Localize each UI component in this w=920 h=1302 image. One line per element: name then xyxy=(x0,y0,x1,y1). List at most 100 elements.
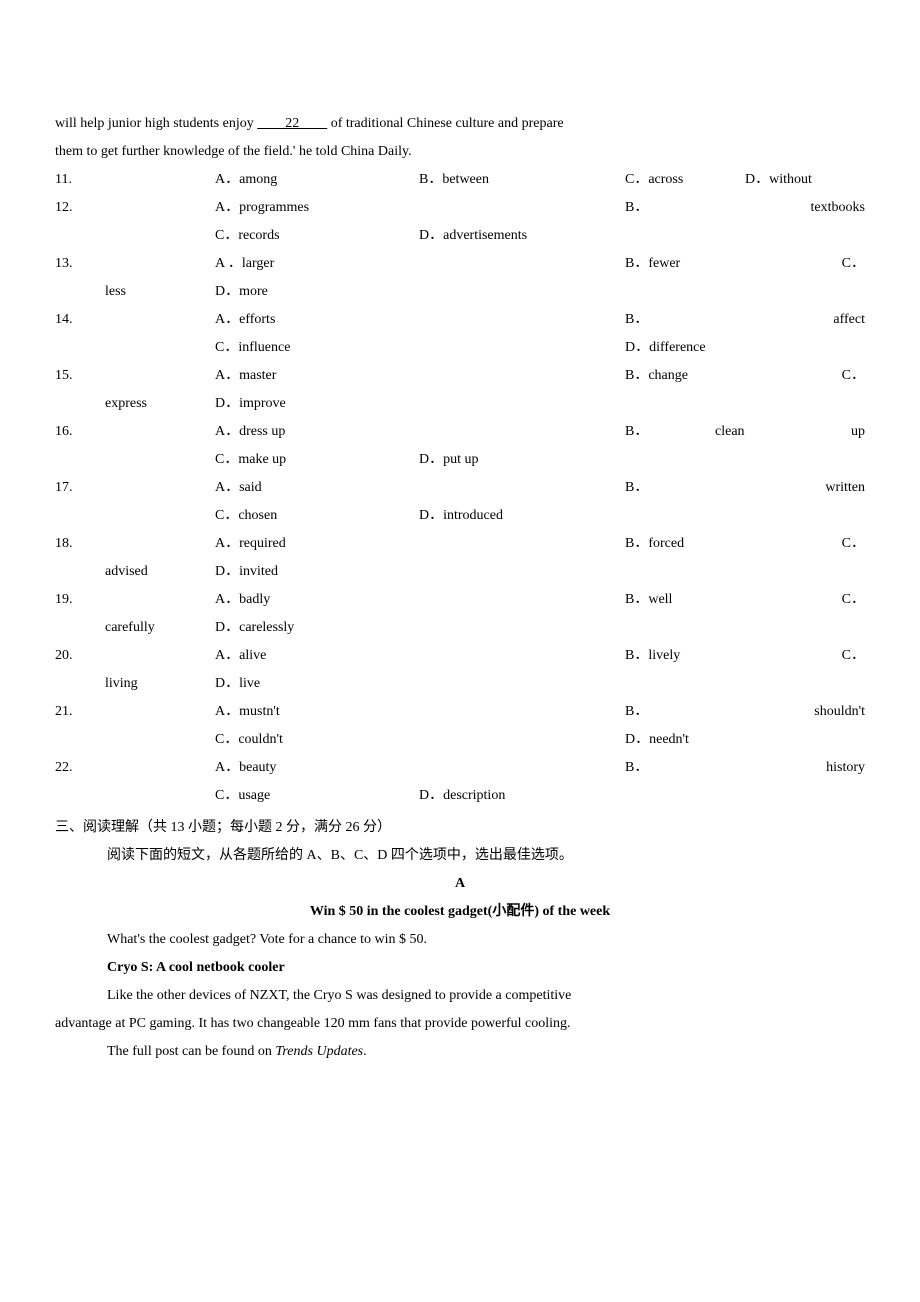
answer-option: D．description xyxy=(419,782,619,810)
question-row: 20.A．aliveB．livelyC． xyxy=(55,642,865,670)
answer-option: D．difference xyxy=(625,334,706,362)
answer-option: B． xyxy=(625,306,648,334)
intro-line2: them to get further knowledge of the fie… xyxy=(55,138,865,166)
answer-option: C．make up xyxy=(215,446,415,474)
answer-option: A．efforts xyxy=(215,306,415,334)
question-row: 14.A．efforts B． affect xyxy=(55,306,865,334)
question-number: 19. xyxy=(55,586,215,614)
answer-option: C．influence xyxy=(215,334,415,362)
question-row: less D．more xyxy=(55,278,865,306)
answer-option: shouldn't xyxy=(814,698,865,726)
answer-option: A．among xyxy=(215,166,415,194)
question-row: 22.A．beautyB．history xyxy=(55,754,865,782)
answer-option: A ．larger xyxy=(215,250,415,278)
question-row: 17.A．saidB．written xyxy=(55,474,865,502)
passage-p2b: advantage at PC gaming. It has two chang… xyxy=(55,1010,865,1038)
answer-option: B． xyxy=(625,194,648,222)
answer-option: B．fewer xyxy=(625,250,680,278)
question-number: 21. xyxy=(55,698,215,726)
question-row: C．make upD．put up xyxy=(55,446,865,474)
answer-option: history xyxy=(826,754,865,782)
answer-option: C． xyxy=(842,642,865,670)
question-continuation: less xyxy=(55,278,126,306)
section3-instruction: 阅读下面的短文，从各题所给的 A、B、C、D 四个选项中，选出最佳选项。 xyxy=(55,842,865,870)
answer-option: A．badly xyxy=(215,586,415,614)
intro-paragraph: will help junior high students enjoy 22 … xyxy=(55,110,865,138)
question-row: 16.A．dress up B． clean up xyxy=(55,418,865,446)
answer-option: C．usage xyxy=(215,782,415,810)
answer-option: A．master xyxy=(215,362,415,390)
question-row: C．couldn't D．needn't xyxy=(55,726,865,754)
answer-option: C．records xyxy=(215,222,415,250)
answer-option: A．dress up xyxy=(215,418,415,446)
answer-option: D．needn't xyxy=(625,726,689,754)
answer-option: B． xyxy=(625,418,648,446)
answer-option: D．without xyxy=(745,166,865,194)
answer-option: up xyxy=(851,418,865,446)
question-row: C．recordsD．advertisements xyxy=(55,222,865,250)
question-number: 12. xyxy=(55,194,215,222)
answer-option: B．change xyxy=(625,362,688,390)
answer-option: B． xyxy=(625,698,648,726)
question-number: 11. xyxy=(55,166,215,194)
answer-option: clean xyxy=(715,418,745,446)
answer-option: textbooks xyxy=(811,194,865,222)
question-row: 11.A．amongB．betweenC．acrossD．without xyxy=(55,166,865,194)
question-continuation: living xyxy=(55,670,138,698)
blank-22: 22 xyxy=(257,116,327,131)
answer-option: A．required xyxy=(215,530,415,558)
answer-option: D．introduced xyxy=(419,502,619,530)
question-number: 14. xyxy=(55,306,215,334)
answer-option: C． xyxy=(842,530,865,558)
question-number: 16. xyxy=(55,418,215,446)
question-row: carefullyD．carelessly xyxy=(55,614,865,642)
question-number: 17. xyxy=(55,474,215,502)
question-row: 12.A．programmes B． textbooks xyxy=(55,194,865,222)
question-row: 19.A．badlyB．wellC． xyxy=(55,586,865,614)
answer-option: A．beauty xyxy=(215,754,415,782)
answer-option: C．across xyxy=(625,166,765,194)
answer-option: A．programmes xyxy=(215,194,415,222)
answer-option: A．mustn't xyxy=(215,698,415,726)
answer-option: D．improve xyxy=(215,390,415,418)
section3-heading: 三、阅读理解（共 13 小题；每小题 2 分，满分 26 分） xyxy=(55,814,865,842)
question-number: 18. xyxy=(55,530,215,558)
answer-option: D．advertisements xyxy=(419,222,619,250)
answer-option: B．lively xyxy=(625,642,680,670)
answer-option: B． xyxy=(625,754,648,782)
answer-option: A．alive xyxy=(215,642,415,670)
question-number: 13. xyxy=(55,250,215,278)
answer-option: D．live xyxy=(215,670,415,698)
passage-p3-post: . xyxy=(363,1044,367,1059)
intro-line1-cont: of traditional Chinese culture and prepa… xyxy=(327,116,563,131)
answer-option: C．couldn't xyxy=(215,726,415,754)
answer-option: C． xyxy=(842,362,865,390)
question-row: advised D．invited xyxy=(55,558,865,586)
question-continuation: express xyxy=(55,390,147,418)
question-row: 21.A．mustn't B． shouldn't xyxy=(55,698,865,726)
answer-option: D．put up xyxy=(419,446,619,474)
passage-p1: What's the coolest gadget? Vote for a ch… xyxy=(55,926,865,954)
question-continuation: advised xyxy=(55,558,148,586)
questions-block: 11.A．amongB．betweenC．acrossD．without12.A… xyxy=(55,166,865,810)
answer-option: B．between xyxy=(419,166,619,194)
question-row: 13.A ．larger B．fewer C． xyxy=(55,250,865,278)
passage-p3: The full post can be found on Trends Upd… xyxy=(55,1038,865,1066)
answer-option: B． xyxy=(625,474,648,502)
answer-option: C． xyxy=(842,250,865,278)
intro-line1: will help junior high students enjoy xyxy=(55,116,257,131)
question-continuation: carefully xyxy=(55,614,155,642)
answer-option: D．more xyxy=(215,278,415,306)
passage-sub1: Cryo S: A cool netbook cooler xyxy=(55,954,865,982)
answer-option: D．invited xyxy=(215,558,415,586)
answer-option: affect xyxy=(833,306,865,334)
answer-option: B．well xyxy=(625,586,672,614)
question-row: C．influence D．difference xyxy=(55,334,865,362)
answer-option: written xyxy=(825,474,865,502)
question-row: C．chosenD．introduced xyxy=(55,502,865,530)
answer-option: C．chosen xyxy=(215,502,415,530)
passage-p3-italic: Trends Updates xyxy=(275,1044,363,1059)
passage-title: Win $ 50 in the coolest gadget(小配件) of t… xyxy=(55,898,865,926)
answer-option: B．forced xyxy=(625,530,684,558)
question-row: express D．improve xyxy=(55,390,865,418)
